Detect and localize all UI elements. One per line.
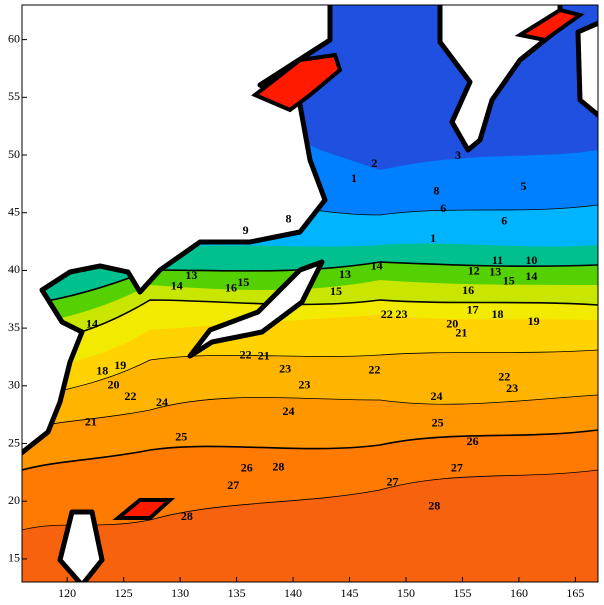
y-tick-label: 25 [8,435,20,449]
contour-label: 24 [430,389,442,403]
contour-label: 28 [181,509,193,523]
frame [21,4,599,583]
y-tick-label: 40 [8,262,20,276]
y-tick-label: 55 [8,89,20,103]
contour-label: 27 [227,478,239,492]
contour-label: 27 [386,475,398,489]
x-tick-label: 120 [58,586,76,600]
temperature-field [22,5,598,582]
y-tick-label: 20 [8,493,20,507]
contour-label: 14 [525,269,537,283]
contour-label: 24 [283,404,295,418]
y-tick-label: 60 [8,31,20,45]
contour-label: 23 [506,381,518,395]
contour-label: 13 [339,267,351,281]
contour-label: 3 [455,148,461,162]
contour-label: 21 [85,414,97,428]
contour-label: 26 [467,434,479,448]
contour-label: 22 [498,369,510,383]
contour-label: 23 [395,307,407,321]
contour-label: 14 [171,278,183,292]
x-tick-label: 165 [566,586,584,600]
contour-label: 13 [185,268,197,282]
contour-label: 2 [371,156,377,170]
contour-label: 20 [107,378,119,392]
contour-label: 14 [86,316,98,330]
contour-label: 8 [286,211,292,225]
y-tick-label: 15 [8,551,20,565]
contour-label: 15 [237,275,249,289]
contour-label: 14 [371,259,383,273]
contour-label: 10 [525,253,537,267]
contour-label: 25 [432,416,444,430]
contour-label: 28 [428,499,440,513]
contour-label: 9 [243,223,249,237]
ice-patch [112,7,585,520]
x-tick-label: 160 [510,586,528,600]
x-tick-label: 130 [171,586,189,600]
contour-label: 23 [298,378,310,392]
x-tick-label: 155 [453,586,471,600]
contour-label: 12 [468,263,480,277]
contour-label: 22 [240,348,252,362]
contour-label: 22 [381,307,393,321]
contour-label: 22 [124,389,136,403]
contour-label: 17 [467,303,479,317]
contour-label: 15 [330,284,342,298]
contour-label: 19 [528,314,540,328]
contour-label: 21 [258,349,270,363]
x-tick-label: 145 [341,586,359,600]
contour-label: 1 [351,171,357,185]
contour-label: 6 [501,214,507,228]
contour-label: 19 [114,358,126,372]
contour-label: 13 [489,264,501,278]
contour-label: 26 [241,461,253,475]
contour-label: 21 [455,326,467,340]
contour-label: 5 [520,179,526,193]
x-tick-label: 150 [397,586,415,600]
y-tick-label: 45 [8,204,20,218]
x-tick-label: 135 [228,586,246,600]
land [22,5,598,582]
contour-label: 24 [156,395,168,409]
contour-label: 15 [503,274,515,288]
contour-label: 28 [272,460,284,474]
x-tick-label: 125 [115,586,133,600]
contour-label: 23 [279,361,291,375]
contour-label: 16 [462,283,474,297]
contour-label: 25 [175,430,187,444]
contour-label: 8 [433,184,439,198]
contour-label: 6 [440,201,446,215]
contour-label: 27 [451,461,463,475]
x-tick-label: 140 [284,586,302,600]
contour-label: 18 [96,364,108,378]
y-tick-label: 50 [8,147,20,161]
y-tick-label: 30 [8,378,20,392]
contour-label: 18 [491,307,503,321]
contour-label: 11 [492,253,503,267]
contour-label: 20 [446,316,458,330]
contour-label: 22 [368,363,380,377]
y-tick-label: 35 [8,320,20,334]
contour-label: 16 [225,281,237,295]
contour-label: 1 [430,231,436,245]
